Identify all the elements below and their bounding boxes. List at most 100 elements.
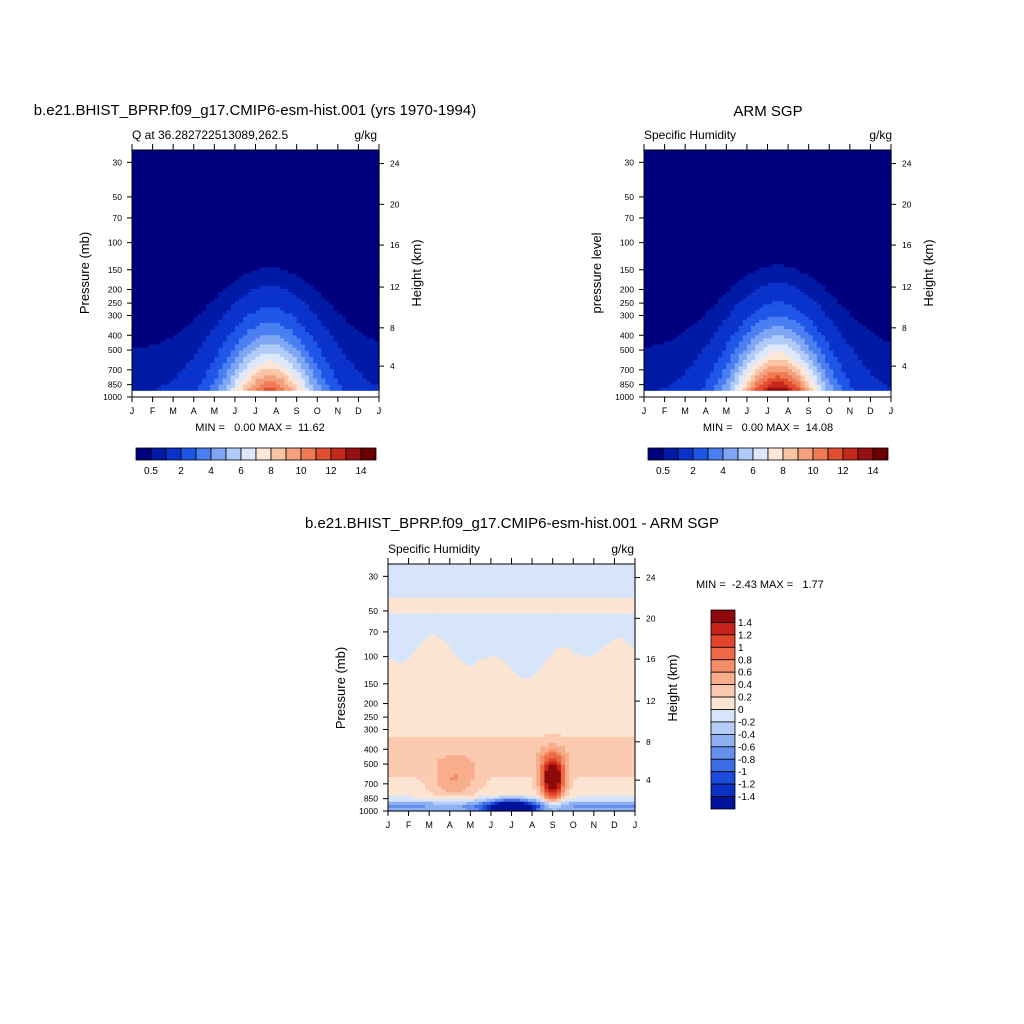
contour-cell — [288, 366, 294, 370]
contour-cell — [255, 387, 261, 392]
contour-cell — [177, 171, 182, 176]
contour-cell — [346, 344, 351, 349]
panel-model-ylabel-right: Height (km) — [409, 239, 424, 306]
contour-cell — [201, 384, 207, 389]
contour-cell — [288, 233, 294, 238]
panel-model-ylabel: Pressure (mb) — [77, 232, 92, 314]
pressure-label: 850 — [108, 380, 122, 390]
contour-cell — [201, 366, 207, 370]
contour-cell — [325, 187, 331, 191]
contour-cell — [346, 393, 351, 398]
contour-cell — [230, 387, 236, 392]
contour-cell — [222, 177, 228, 182]
contour-cell — [354, 322, 360, 327]
contour-cell — [197, 332, 203, 336]
contour-cell — [292, 150, 298, 154]
contour-cell — [193, 384, 199, 389]
contour-cell — [140, 319, 145, 324]
contour-cell — [267, 159, 273, 163]
contour-cell — [288, 350, 294, 355]
contour-cell — [644, 285, 649, 290]
contour-cell — [304, 258, 310, 262]
contour-cell — [284, 282, 290, 287]
contour-cell — [169, 254, 174, 259]
contour-cell — [243, 307, 248, 312]
contour-cell — [325, 310, 331, 315]
contour-cell — [329, 282, 335, 287]
contour-cell — [362, 202, 368, 207]
contour-cell — [140, 390, 145, 395]
contour-cell — [267, 267, 273, 272]
contour-cell — [148, 378, 154, 383]
contour-cell — [358, 288, 364, 293]
contour-cell — [366, 372, 372, 376]
contour-cell — [259, 285, 265, 290]
contour-cell — [271, 196, 277, 200]
contour-cell — [193, 196, 199, 200]
contour-cell — [358, 307, 364, 312]
contour-cell — [239, 221, 244, 225]
contour-cell — [284, 214, 290, 219]
contour-cell — [337, 369, 343, 373]
contour-cell — [234, 187, 240, 191]
contour-cell — [317, 369, 322, 373]
contour-cell — [214, 168, 220, 173]
contour-cell — [201, 242, 207, 247]
contour-cell — [210, 174, 215, 179]
contour-cell — [177, 264, 182, 268]
contour-cell — [284, 208, 290, 213]
contour-cell — [234, 307, 240, 312]
contour-cell — [152, 393, 158, 398]
contour-cell — [132, 254, 137, 259]
contour-cell — [156, 202, 162, 207]
contour-cell — [234, 359, 240, 364]
contour-cell — [234, 171, 240, 176]
contour-cell — [333, 369, 339, 373]
contour-cell — [239, 171, 244, 176]
contour-cell — [201, 375, 207, 380]
contour-cell — [234, 174, 240, 179]
contour-cell — [222, 363, 228, 367]
contour-cell — [370, 254, 376, 259]
contour-cell — [292, 393, 298, 398]
contour-cell — [288, 279, 294, 284]
contour-cell — [156, 168, 162, 173]
contour-cell — [350, 267, 355, 272]
contour-cell — [309, 251, 314, 256]
contour-cell — [337, 221, 343, 225]
contour-cell — [214, 150, 220, 154]
contour-cell — [366, 258, 372, 262]
contour-cell — [230, 338, 236, 343]
contour-cell — [341, 359, 347, 364]
contour-cell — [214, 282, 220, 287]
contour-cell — [341, 270, 347, 275]
contour-cell — [304, 205, 310, 210]
contour-cell — [152, 325, 158, 330]
contour-cell — [181, 375, 187, 380]
contour-cell — [222, 233, 228, 238]
contour-cell — [243, 251, 248, 256]
contour-cell — [271, 261, 277, 265]
contour-cell — [140, 304, 145, 309]
contour-cell — [173, 153, 178, 157]
contour-cell — [362, 156, 368, 160]
contour-cell — [366, 190, 372, 194]
contour-cell — [214, 384, 220, 389]
contour-cell — [370, 159, 376, 163]
contour-cell — [313, 363, 318, 367]
contour-cell — [164, 254, 170, 259]
contour-cell — [350, 183, 355, 188]
contour-cell — [251, 316, 257, 321]
contour-cell — [247, 325, 252, 330]
contour-cell — [193, 227, 199, 231]
contour-cell — [243, 196, 248, 200]
contour-cell — [136, 156, 141, 160]
contour-cell — [362, 350, 368, 355]
contour-cell — [296, 214, 302, 219]
contour-cell — [309, 227, 314, 231]
contour-cell — [148, 177, 154, 182]
contour-cell — [321, 171, 327, 176]
contour-cell — [276, 285, 281, 290]
contour-cell — [156, 384, 162, 389]
contour-cell — [325, 325, 331, 330]
